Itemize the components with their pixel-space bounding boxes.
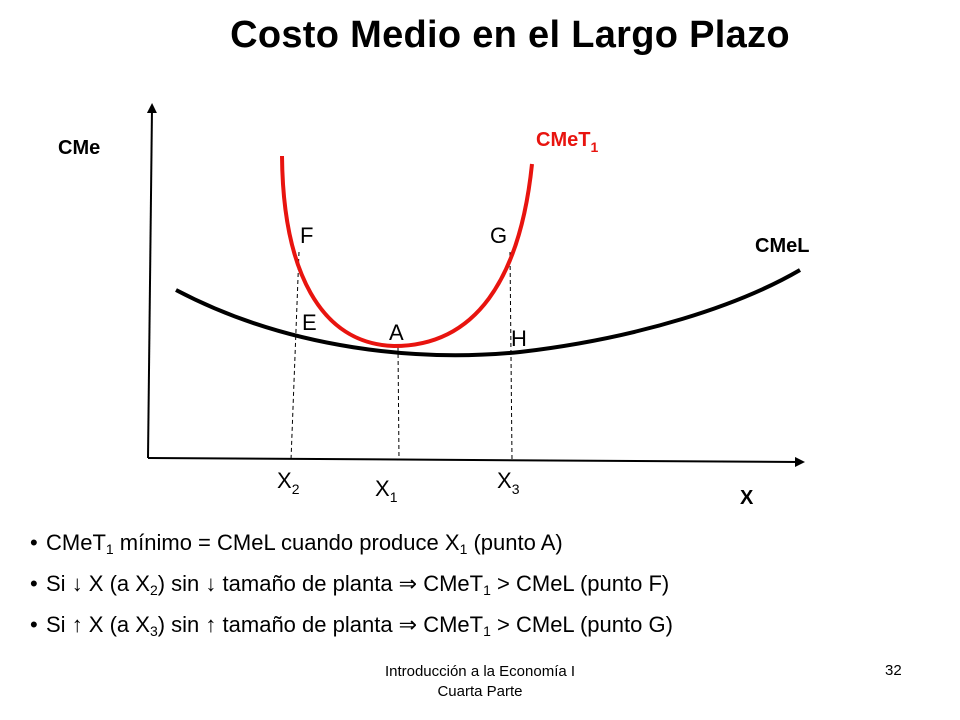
cmet1-curve: [280, 155, 534, 349]
bullet-item: • CMeT1 mínimo = CMeL cuando produce X1 (…: [30, 522, 930, 563]
x-tick-x3: X3: [497, 468, 520, 497]
page-number: 32: [885, 662, 902, 679]
footer-line-1: Introducción a la Economía I: [384, 663, 576, 680]
bullet-dot: •: [30, 571, 38, 596]
bullet-item: • Si ↑ X (a X3) sin ↑ tamaño de planta ⇒ …: [30, 604, 930, 645]
point-label-g: G: [490, 223, 507, 248]
bullet-text: X (a X: [82, 612, 150, 637]
bullet-item: • Si ↓ X (a X2) sin ↓ tamaño de planta ⇒ …: [30, 563, 930, 604]
guide-line-x2: [290, 251, 300, 461]
y-axis-label: CMe: [58, 137, 100, 159]
up-arrow-icon: ↑: [205, 612, 217, 637]
cmel-label: CMeL: [755, 235, 809, 257]
bullet-text: CMeT: [46, 530, 106, 555]
bullet-text: X (a X: [82, 571, 150, 596]
bullet-text: Si: [46, 612, 72, 637]
y-axis: [146, 103, 157, 459]
x-axis-label: X: [740, 487, 754, 509]
guide-line-x3: [509, 251, 513, 461]
up-arrow-icon: ↑: [71, 612, 83, 637]
bullet-text: tamaño de planta: [216, 571, 399, 596]
cmel-curve: [175, 268, 802, 358]
bullet-text: mínimo = CMeL cuando produce X: [113, 530, 460, 555]
bullet-text: CMeT: [417, 571, 484, 596]
footer-line-2: Cuarta Parte: [437, 683, 523, 700]
bullet-list: • CMeT1 mínimo = CMeL cuando produce X1 (…: [30, 522, 930, 645]
point-label-f: F: [300, 223, 313, 248]
cost-diagram: CMe X CMeT1 CMeL F G E A H X2 X1 X3: [58, 103, 809, 509]
point-label-h: H: [511, 326, 527, 351]
down-arrow-icon: ↓: [71, 571, 83, 596]
guide-line-x1: [397, 346, 400, 461]
implies-arrow-icon: ⇒: [398, 571, 418, 596]
cmet1-label: CMeT1: [536, 129, 598, 155]
subscript: 3: [149, 623, 158, 639]
subscript: 2: [149, 582, 158, 598]
x-axis: [147, 456, 805, 467]
bullet-text: CMeT: [417, 612, 484, 637]
bullet-text: > CMeL (punto G): [490, 612, 673, 637]
bullet-text: ) sin: [157, 612, 206, 637]
x-tick-x1: X1: [375, 476, 398, 505]
subscript: 1: [459, 541, 468, 557]
point-label-e: E: [302, 310, 317, 335]
bullet-text: ) sin: [157, 571, 206, 596]
bullet-text: (punto A): [467, 530, 563, 555]
down-arrow-icon: ↓: [205, 571, 217, 596]
page-title: Costo Medio en el Largo Plazo: [230, 14, 790, 56]
subscript: 1: [105, 541, 114, 557]
bullet-text: > CMeL (punto F): [490, 571, 670, 596]
implies-arrow-icon: ⇒: [398, 612, 418, 637]
footer: Introducción a la Economía I Cuarta Part…: [330, 662, 630, 702]
x-tick-x2: X2: [277, 468, 300, 497]
point-label-a: A: [389, 320, 404, 345]
subscript: 1: [483, 623, 491, 639]
bullet-text: tamaño de planta: [216, 612, 399, 637]
bullet-text: Si: [46, 571, 72, 596]
bullet-dot: •: [30, 530, 38, 555]
subscript: 1: [483, 582, 491, 598]
bullet-dot: •: [30, 612, 38, 637]
